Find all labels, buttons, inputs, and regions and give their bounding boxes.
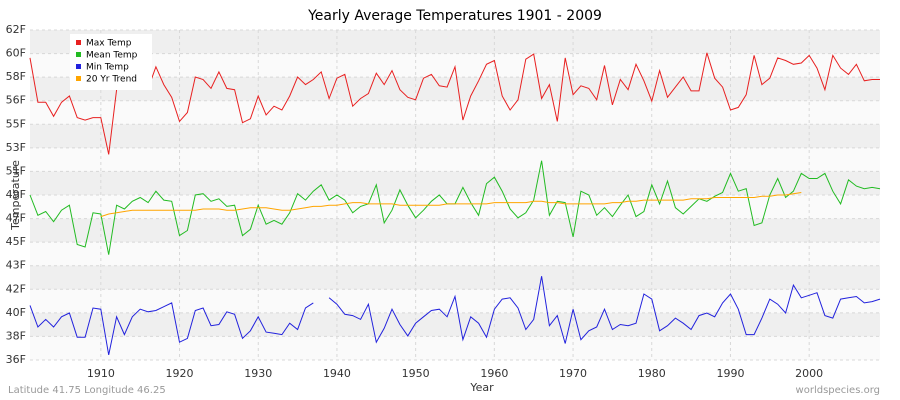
- y-tick-label: 45F: [6, 235, 26, 248]
- grid-band: [30, 171, 880, 195]
- grid-band: [30, 218, 880, 243]
- footer-right: worldspecies.org: [796, 385, 880, 396]
- grid-band: [30, 30, 880, 54]
- y-axis-label: Temperature: [9, 160, 22, 231]
- grid-band: [30, 124, 880, 148]
- chart-title: Yearly Average Temperatures 1901 - 2009: [307, 8, 602, 24]
- legend-swatch: [76, 76, 81, 81]
- legend-label: Max Temp: [86, 39, 132, 49]
- y-tick-label: 62F: [6, 23, 26, 36]
- x-tick-label: 2000: [795, 367, 823, 380]
- x-tick-label: 1970: [559, 367, 587, 380]
- x-tick-label: 1940: [323, 367, 351, 380]
- x-tick-label: 1910: [87, 367, 115, 380]
- legend-swatch: [76, 40, 81, 45]
- y-tick-label: 56F: [6, 94, 26, 107]
- grid-band: [30, 312, 880, 337]
- x-tick-label: 1950: [402, 367, 430, 380]
- x-tick-label: 1960: [480, 367, 508, 380]
- legend-swatch: [76, 64, 81, 69]
- y-tick-label: 60F: [6, 47, 26, 60]
- x-tick-label: 1930: [244, 367, 272, 380]
- y-tick-label: 38F: [6, 329, 26, 342]
- y-tick-label: 43F: [6, 259, 26, 272]
- series-line: [29, 52, 880, 155]
- legend-label: Min Temp: [86, 63, 129, 73]
- x-tick-label: 1990: [716, 367, 744, 380]
- y-tick-label: 42F: [6, 282, 26, 295]
- x-tick-label: 1980: [638, 367, 666, 380]
- y-tick-label: 51F: [6, 164, 26, 177]
- x-tick-label: 1920: [166, 367, 194, 380]
- grid-band: [30, 77, 880, 101]
- y-tick-label: 47F: [6, 212, 26, 225]
- legend-box: [70, 34, 152, 90]
- legend-swatch: [76, 52, 81, 57]
- grid-band: [30, 265, 880, 290]
- series-line: [100, 192, 802, 218]
- y-tick-label: 58F: [6, 70, 26, 83]
- y-tick-label: 40F: [6, 306, 26, 319]
- y-tick-label: 53F: [6, 141, 26, 154]
- legend-label: Mean Temp: [86, 51, 138, 61]
- series-line: [29, 276, 881, 356]
- footer-left: Latitude 41.75 Longitude 46.25: [8, 385, 166, 396]
- y-tick-label: 49F: [6, 188, 26, 201]
- y-tick-label: 36F: [6, 353, 26, 366]
- legend-label: 20 Yr Trend: [86, 75, 137, 85]
- y-tick-label: 55F: [6, 117, 26, 130]
- x-axis-label: Year: [469, 381, 494, 394]
